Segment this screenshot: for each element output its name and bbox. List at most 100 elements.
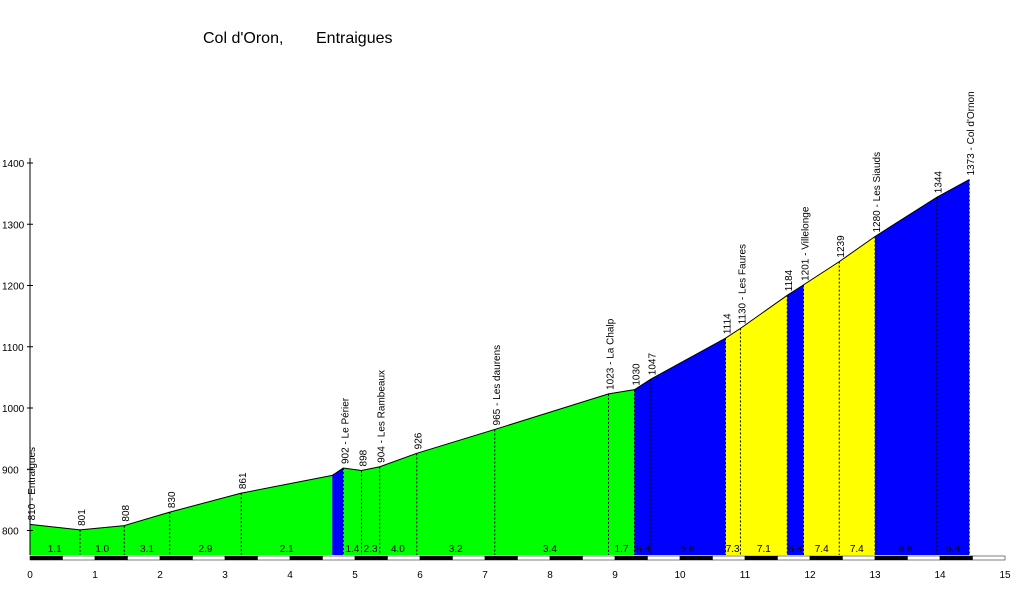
waypoint-label-11: 1023 - La Chalp bbox=[606, 318, 617, 390]
waypoint-label-1: 810 - Entraigues bbox=[27, 447, 38, 520]
profile-segment-2 bbox=[332, 468, 344, 555]
waypoint-label-19: 1280 - Les Siauds bbox=[872, 152, 883, 233]
waypoint-label-4: 830 bbox=[167, 491, 178, 508]
x-axis-bar-15 bbox=[484, 555, 518, 561]
profile-line bbox=[29, 179, 970, 531]
x-tick-label-11: 11 bbox=[740, 570, 751, 581]
waypoint-label-10: 965 - Les daurens bbox=[492, 345, 503, 426]
x-axis-bar-20 bbox=[647, 555, 681, 561]
waypoint-label-9: 926 bbox=[414, 432, 425, 449]
chart-title-left: Col d'Oron, bbox=[203, 30, 284, 47]
x-axis-bar-25 bbox=[809, 555, 843, 561]
waypoint-label-6: 902 - Le Périer bbox=[340, 397, 351, 464]
gradient-label-14: 7.3 bbox=[726, 544, 740, 555]
y-tick-label-1100: 1100 bbox=[2, 343, 24, 354]
gradient-label-12: 6.8 bbox=[636, 544, 650, 555]
gradient-labels: 1.1 1.0 3.1 2.9 2.1 1.4 2.3 4.0 3.2 3.4 1.7 6.8 5.8 7… bbox=[48, 544, 961, 555]
y-tick-label-1000: 1000 bbox=[2, 404, 25, 415]
gradient-label-3: 3.1 bbox=[140, 544, 154, 555]
x-tick-label-15: 15 bbox=[999, 570, 1011, 581]
x-axis-bar-23 bbox=[744, 555, 778, 561]
waypoint-label-7: 898 bbox=[359, 449, 370, 466]
gradient-label-15: 7.1 bbox=[757, 544, 771, 555]
x-axis-bar-30 bbox=[972, 555, 1006, 561]
y-tick-label-900: 900 bbox=[2, 465, 19, 476]
gradient-label-6: 1.4 bbox=[345, 544, 359, 555]
x-tick-label-8: 8 bbox=[547, 570, 553, 581]
x-axis-bar-6 bbox=[192, 555, 226, 561]
waypoint-label-8: 904 - Les Rambeaux bbox=[377, 370, 388, 463]
x-axis-bar-11 bbox=[354, 555, 388, 561]
profile-segment-8 bbox=[875, 179, 970, 555]
waypoint-labels: 810 - Entraigues 801 808 830 861 902 - Le Pér… bbox=[27, 91, 977, 526]
waypoint-label-13: 1047 bbox=[648, 353, 659, 376]
y-tick-label-800: 800 bbox=[2, 527, 19, 538]
gradient-label-1: 1.1 bbox=[48, 544, 62, 555]
waypoint-label-18: 1239 bbox=[836, 235, 847, 258]
waypoint-label-16: 1184 bbox=[784, 269, 795, 291]
x-axis-bar-7 bbox=[224, 555, 258, 561]
x-axis-bar-2 bbox=[62, 555, 96, 561]
x-tick-label-3: 3 bbox=[222, 570, 228, 581]
gradient-label-16: 6.8 bbox=[788, 544, 802, 555]
y-axis: 800 900 1000 1100 1200 1300 1400 bbox=[2, 158, 33, 555]
x-axis-bar-17 bbox=[549, 555, 583, 561]
x-axis-bar-5 bbox=[159, 555, 193, 561]
gradient-label-5: 2.1 bbox=[280, 544, 294, 555]
gradient-label-19: 6.8 bbox=[899, 544, 913, 555]
profile-segment-5 bbox=[725, 295, 788, 555]
x-axis-bar-27 bbox=[874, 555, 908, 561]
x-axis-bar-12 bbox=[387, 555, 421, 561]
waypoint-label-2: 801 bbox=[77, 509, 88, 526]
y-tick-label-1300: 1300 bbox=[2, 220, 25, 231]
x-tick-label-12: 12 bbox=[804, 570, 816, 581]
x-axis-bar-8 bbox=[257, 555, 291, 561]
x-axis-bar-1 bbox=[29, 555, 63, 561]
x-tick-label-7: 7 bbox=[482, 570, 488, 581]
waypoint-dividers bbox=[79, 179, 970, 555]
x-axis-bar-21 bbox=[679, 555, 713, 561]
gradient-label-17: 7.4 bbox=[815, 544, 829, 555]
x-axis-bar-10 bbox=[322, 555, 356, 561]
x-tick-label-9: 9 bbox=[612, 570, 618, 581]
waypoint-label-12: 1030 bbox=[632, 363, 643, 386]
waypoint-label-5: 861 bbox=[238, 472, 249, 489]
gradient-label-20: 5.8 bbox=[946, 544, 960, 555]
gradient-label-7: 2.3 bbox=[364, 544, 378, 555]
gradient-label-4: 2.9 bbox=[199, 544, 213, 555]
profile-segment-6 bbox=[787, 284, 804, 555]
x-tick-label-10: 10 bbox=[674, 570, 686, 581]
y-tick-label-1200: 1200 bbox=[2, 282, 25, 293]
x-axis-bar-4 bbox=[127, 555, 161, 561]
profile-area bbox=[30, 179, 970, 555]
profile-outline bbox=[29, 179, 970, 531]
profile-segment-4 bbox=[634, 338, 726, 555]
x-axis-bar-9 bbox=[289, 555, 323, 561]
gradient-label-13: 5.8 bbox=[681, 544, 695, 555]
gradient-label-8: 4.0 bbox=[391, 544, 405, 555]
gradient-label-10: 3.4 bbox=[543, 544, 557, 555]
x-tick-label-14: 14 bbox=[934, 570, 946, 581]
gradient-label-9: 3.2 bbox=[449, 544, 463, 555]
x-tick-label-0: 0 bbox=[27, 570, 33, 581]
profile-segment-3 bbox=[343, 389, 635, 555]
waypoint-label-15: 1130 - Les Faures bbox=[737, 244, 748, 324]
x-axis: 0 1 2 3 4 5 6 7 8 9 10 11 12 13 14 15 bbox=[27, 555, 1011, 581]
x-axis-bar-13 bbox=[419, 555, 453, 561]
waypoint-label-14: 1114 bbox=[723, 313, 734, 334]
x-axis-bar-16 bbox=[517, 555, 551, 561]
profile-segment-7 bbox=[803, 236, 875, 555]
x-axis-bar-14 bbox=[452, 555, 486, 561]
x-tick-label-4: 4 bbox=[287, 570, 293, 581]
chart-title-right: Entraigues bbox=[316, 30, 393, 47]
x-axis-bar-18 bbox=[582, 555, 616, 561]
x-axis-bar-26 bbox=[842, 555, 876, 561]
waypoint-label-21: 1373 - Col d'Ornon bbox=[966, 91, 977, 175]
x-tick-label-1: 1 bbox=[92, 570, 98, 581]
x-axis-bar-3 bbox=[94, 555, 128, 561]
x-tick-label-6: 6 bbox=[417, 570, 423, 581]
waypoint-label-3: 808 bbox=[121, 504, 132, 521]
x-axis-bar-29 bbox=[939, 555, 973, 561]
profile-segment-1 bbox=[30, 475, 333, 555]
